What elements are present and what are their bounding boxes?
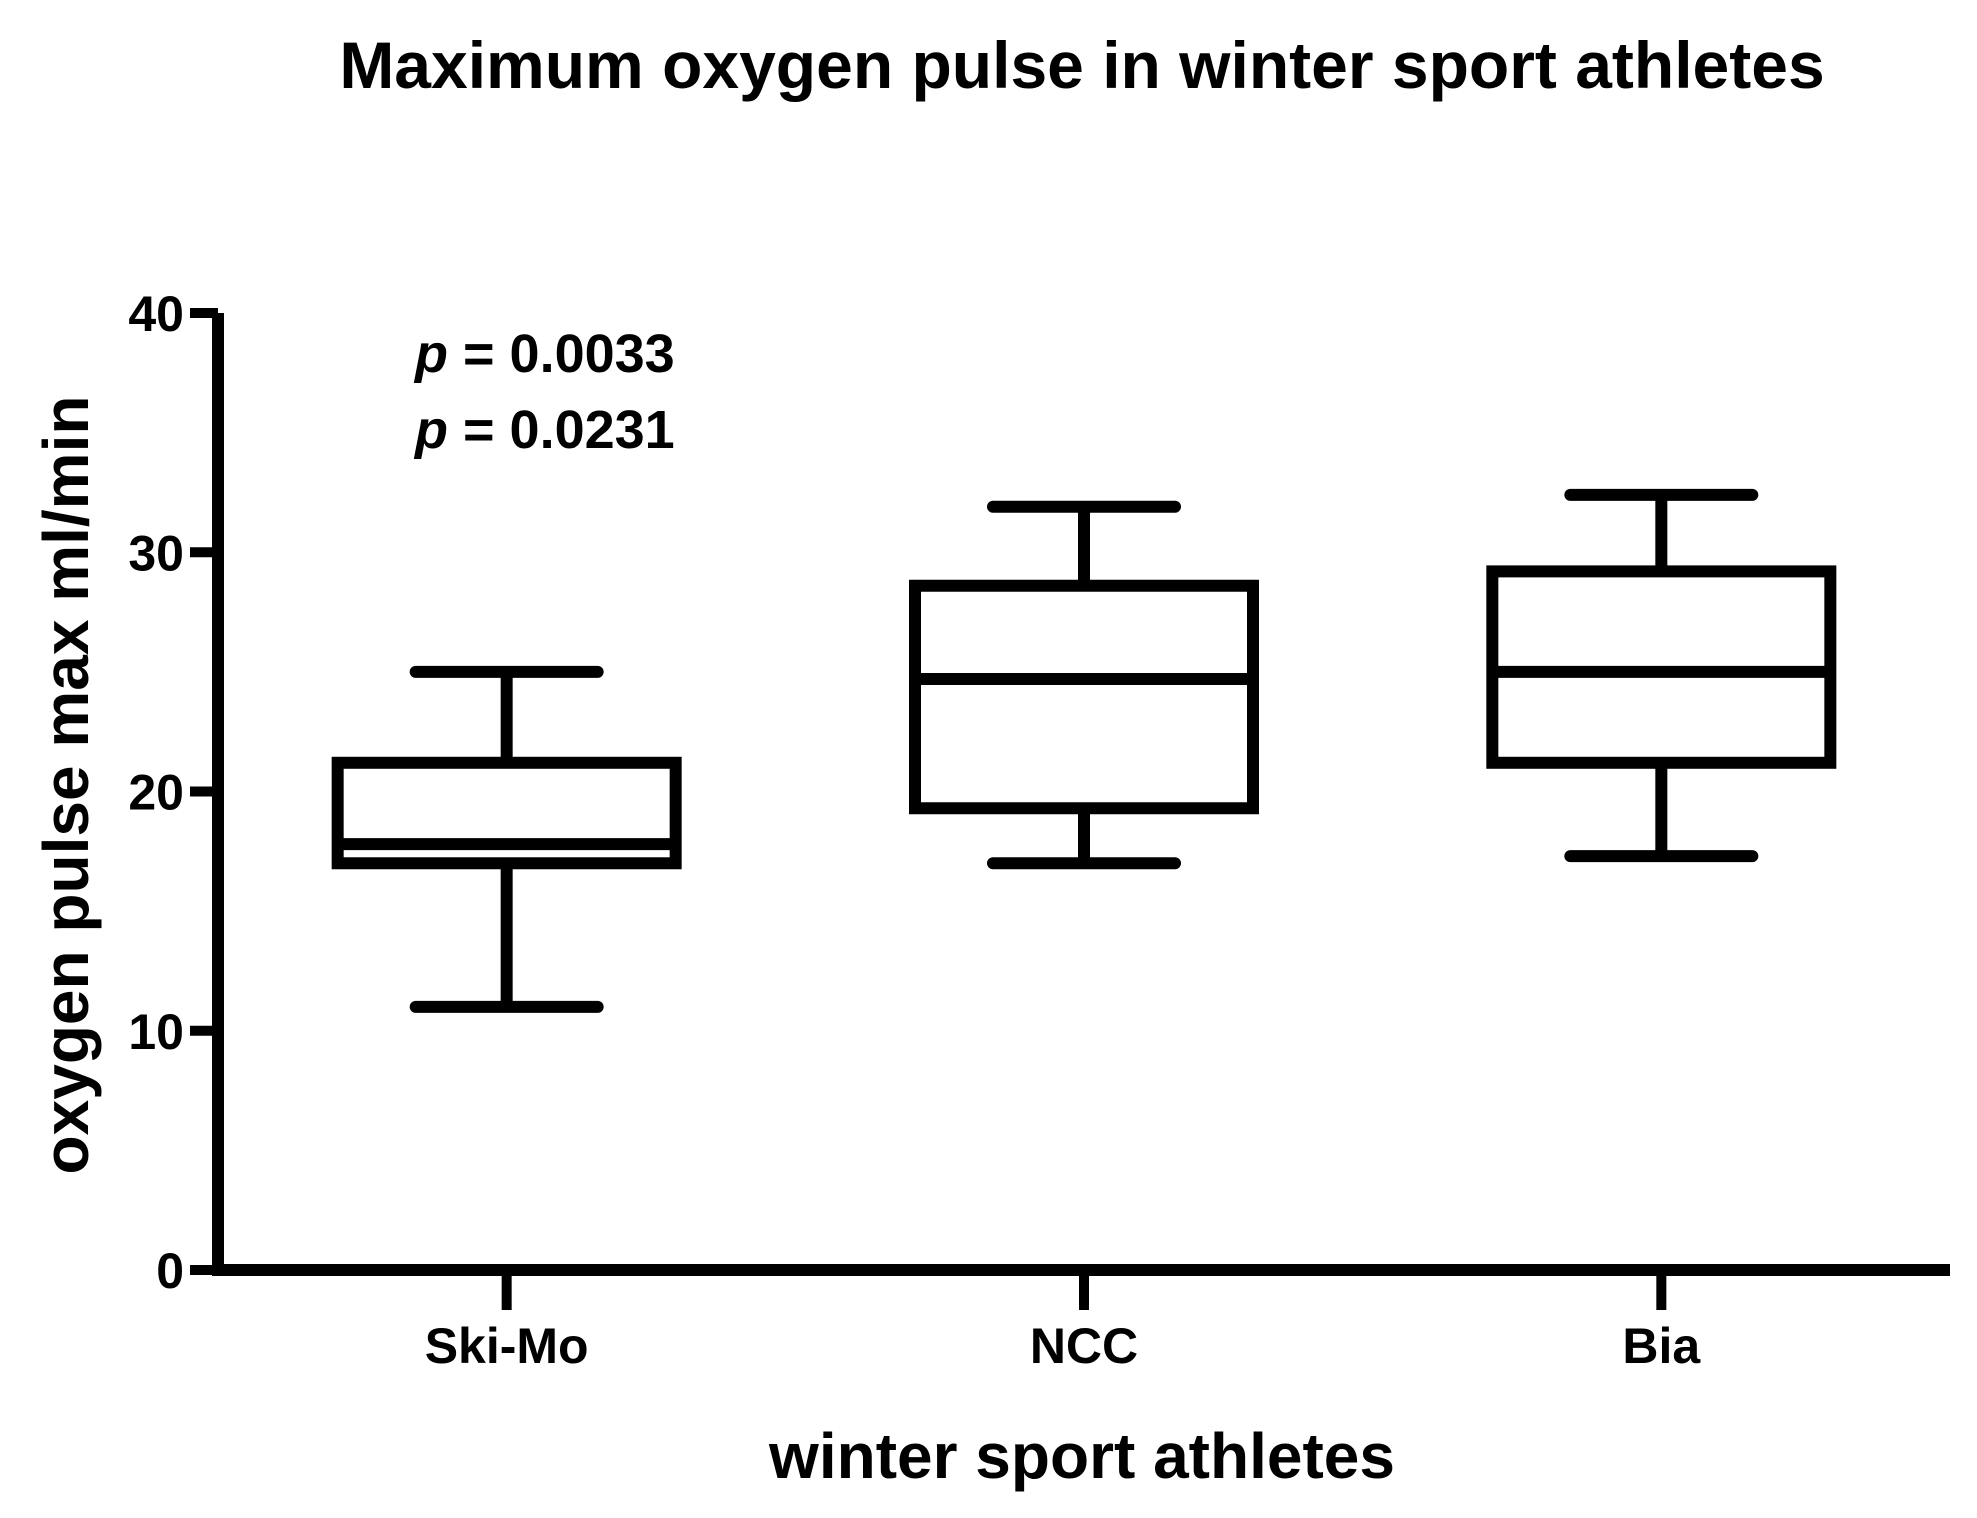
box-ski-mo	[331, 665, 682, 1013]
x-tick-label: Ski-Mo	[425, 1318, 589, 1374]
x-axis-label: winter sport athletes	[768, 1420, 1395, 1492]
y-tick-label: 0	[156, 1243, 184, 1299]
p-symbol: p	[413, 324, 448, 384]
y-tick-label: 10	[128, 1004, 184, 1060]
p-value-annotation-1: p = 0.0033	[413, 324, 675, 384]
chart-title: Maximum oxygen pulse in winter sport ath…	[339, 28, 1824, 102]
x-tick-label: NCC	[1030, 1318, 1138, 1374]
p-symbol: p	[413, 400, 448, 460]
box-ncc	[909, 500, 1259, 870]
y-axis-ticks: 0 10 20 30 40	[128, 286, 218, 1299]
p-value: = 0.0231	[448, 400, 675, 460]
interquartile-box	[909, 579, 1259, 815]
box-bia	[1486, 488, 1837, 863]
x-axis-ticks: Ski-Mo NCC Bia	[425, 1270, 1701, 1374]
x-tick-label: Bia	[1622, 1318, 1701, 1374]
y-axis-label: oxygen pulse max ml/min	[30, 396, 102, 1175]
y-tick-label: 40	[128, 286, 184, 342]
box-series	[331, 488, 1837, 1013]
y-tick-label: 30	[128, 525, 184, 581]
p-value-annotation-2: p = 0.0231	[413, 400, 675, 460]
y-tick-label: 20	[128, 765, 184, 821]
p-value: = 0.0033	[448, 324, 675, 384]
